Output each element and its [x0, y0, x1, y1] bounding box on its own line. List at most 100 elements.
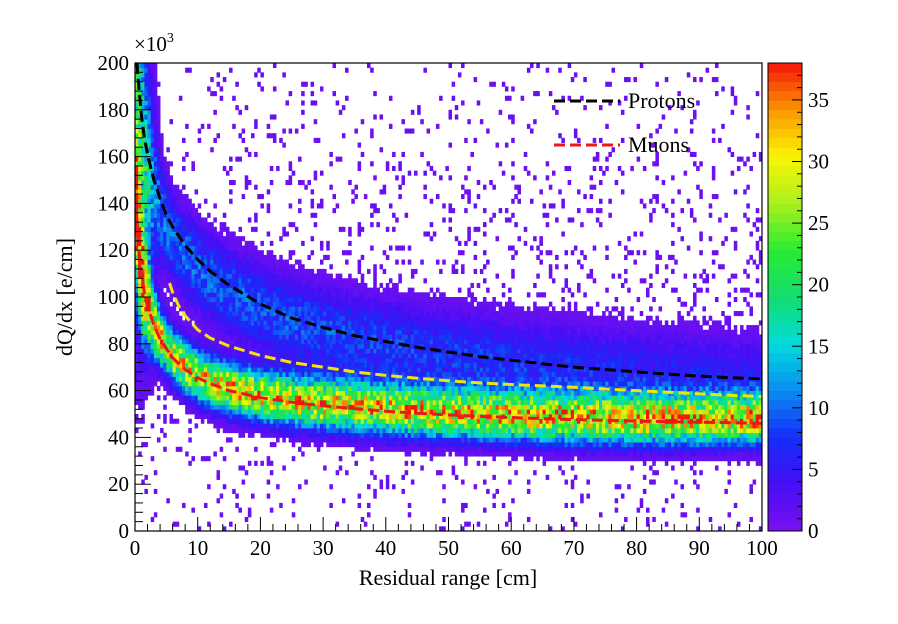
- heatmap-bin: [357, 268, 362, 274]
- heatmap-bin: [235, 278, 239, 284]
- heatmap-bin: [156, 161, 161, 167]
- heatmap-bin: [363, 194, 368, 200]
- heatmap-bin: [464, 334, 468, 340]
- heatmap-bin: [160, 264, 164, 270]
- heatmap-bin: [147, 86, 152, 92]
- heatmap-bin: [313, 212, 318, 218]
- heatmap-bin: [291, 428, 296, 434]
- heatmap-bin: [448, 451, 453, 457]
- heatmap-bin: [329, 325, 333, 331]
- heatmap-bin: [426, 320, 431, 326]
- heatmap-bin: [225, 428, 230, 434]
- heatmap-bin: [147, 95, 152, 101]
- heatmap-bin: [410, 432, 415, 438]
- heatmap-bin: [354, 460, 358, 466]
- heatmap-bin: [407, 306, 412, 312]
- heatmap-bin: [222, 226, 227, 232]
- heatmap-bin: [156, 292, 161, 298]
- heatmap-bin: [222, 165, 227, 172]
- heatmap-bin: [254, 217, 258, 223]
- heatmap-bin: [461, 184, 465, 190]
- heatmap-bin: [222, 484, 227, 490]
- heatmap-bin: [279, 325, 283, 331]
- heatmap-bin: [451, 423, 456, 429]
- heatmap-bin: [313, 414, 318, 420]
- heatmap-bin: [445, 320, 449, 326]
- heatmap-bin: [232, 240, 236, 246]
- heatmap-bin: [388, 315, 393, 321]
- heatmap-bin: [225, 371, 230, 377]
- heatmap-bin: [266, 254, 271, 260]
- heatmap-bin: [166, 278, 170, 284]
- heatmap-bin: [348, 399, 352, 406]
- heatmap-bin: [316, 137, 321, 143]
- heatmap-bin: [348, 371, 352, 377]
- heatmap-bin: [219, 423, 224, 429]
- heatmap-bin: [435, 409, 440, 415]
- heatmap-bin: [398, 399, 402, 406]
- heatmap-bin: [329, 484, 333, 490]
- heatmap-bin: [423, 442, 427, 448]
- heatmap-bin: [313, 432, 318, 438]
- heatmap-bin: [454, 451, 459, 457]
- heatmap-bin: [373, 297, 377, 303]
- heatmap-bin: [147, 320, 152, 326]
- heatmap-bin: [329, 264, 333, 270]
- heatmap-bin: [203, 399, 208, 406]
- heatmap-bin: [225, 273, 230, 279]
- heatmap-bin: [360, 334, 365, 340]
- heatmap-bin: [426, 353, 431, 359]
- heatmap-bin: [304, 390, 308, 396]
- heatmap-bin: [294, 381, 299, 387]
- heatmap-bin: [150, 81, 155, 87]
- heatmap-bin: [166, 329, 170, 335]
- heatmap-bin: [229, 381, 233, 387]
- heatmap-bin: [210, 334, 214, 340]
- heatmap-bin: [135, 189, 139, 195]
- heatmap-bin: [144, 114, 148, 120]
- heatmap-bin: [232, 488, 236, 494]
- heatmap-bin: [417, 371, 421, 377]
- heatmap-bin: [138, 395, 142, 401]
- heatmap-bin: [257, 306, 261, 312]
- heatmap-bin: [329, 311, 333, 317]
- heatmap-bin: [439, 399, 443, 406]
- heatmap-bin: [338, 325, 343, 331]
- heatmap-bin: [282, 343, 286, 349]
- heatmap-bin: [307, 367, 311, 373]
- heatmap-bin: [241, 259, 246, 265]
- heatmap-bin: [156, 217, 161, 223]
- heatmap-bin: [473, 404, 478, 410]
- heatmap-bin: [351, 315, 355, 321]
- heatmap-bin: [144, 203, 148, 209]
- heatmap-bin: [298, 343, 302, 349]
- heatmap-bin: [457, 297, 462, 303]
- heatmap-bin: [266, 371, 271, 377]
- heatmap-bin: [407, 348, 412, 354]
- heatmap-bin: [141, 311, 145, 317]
- heatmap-bin: [429, 311, 434, 317]
- heatmap-bin: [260, 297, 264, 303]
- heatmap-bin: [388, 357, 393, 363]
- heatmap-bin: [319, 414, 324, 420]
- heatmap-bin: [276, 282, 280, 289]
- heatmap-bin: [288, 437, 293, 443]
- heatmap-bin: [376, 437, 380, 443]
- heatmap-bin: [232, 297, 236, 303]
- heatmap-bin: [260, 273, 264, 279]
- heatmap-bin: [138, 287, 142, 293]
- heatmap-bin: [351, 198, 355, 204]
- heatmap-bin: [313, 404, 318, 410]
- heatmap-bin: [200, 123, 205, 129]
- heatmap-bin: [429, 353, 434, 359]
- heatmap-bin: [266, 189, 271, 195]
- heatmap-bin: [222, 404, 227, 410]
- heatmap-bin: [360, 395, 365, 401]
- heatmap-bin: [373, 91, 377, 97]
- heatmap-bin: [254, 245, 258, 251]
- heatmap-bin: [272, 137, 277, 143]
- heatmap-bin: [153, 287, 158, 293]
- heatmap-bin: [435, 362, 440, 368]
- heatmap-bin: [445, 357, 449, 363]
- heatmap-bin: [439, 390, 443, 396]
